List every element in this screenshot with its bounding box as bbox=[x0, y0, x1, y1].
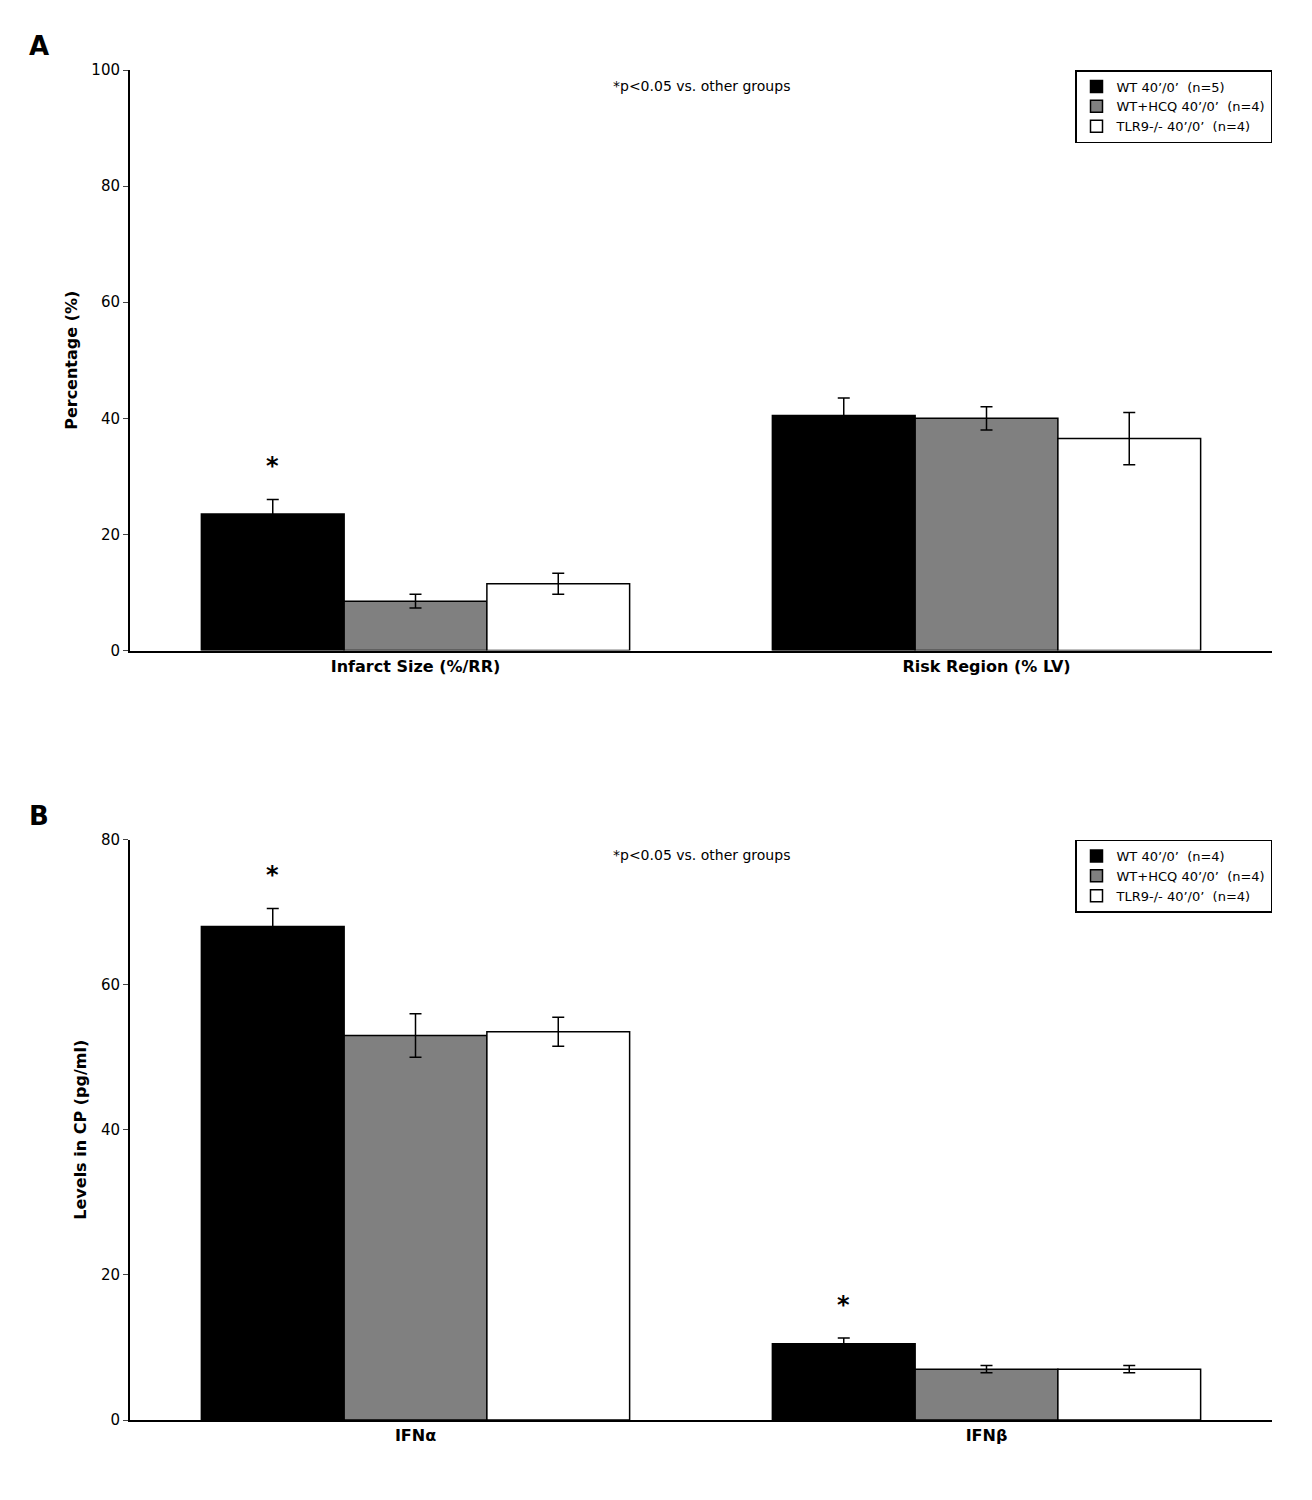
svg-text:100: 100 bbox=[91, 61, 120, 79]
svg-text:40: 40 bbox=[101, 1121, 120, 1139]
svg-text:60: 60 bbox=[101, 293, 120, 311]
svg-text:A: A bbox=[29, 31, 49, 61]
svg-text:Percentage (%): Percentage (%) bbox=[62, 291, 81, 430]
svg-text:80: 80 bbox=[101, 177, 120, 195]
svg-text:0: 0 bbox=[110, 1411, 120, 1429]
svg-text:*: * bbox=[266, 861, 279, 889]
svg-text:B: B bbox=[29, 801, 49, 831]
svg-text:IFNα: IFNα bbox=[395, 1426, 436, 1445]
svg-text:Infarct Size (%/RR): Infarct Size (%/RR) bbox=[331, 657, 501, 676]
svg-text:*: * bbox=[837, 1291, 850, 1319]
svg-text:WT+HCQ 40’/0’ (n=4): WT+HCQ 40’/0’ (n=4) bbox=[1117, 99, 1265, 114]
svg-text:TLR9-/- 40’/0’ (n=4): TLR9-/- 40’/0’ (n=4) bbox=[1116, 119, 1251, 134]
svg-text:IFNβ: IFNβ bbox=[966, 1426, 1008, 1445]
svg-text:WT+HCQ 40’/0’ (n=4): WT+HCQ 40’/0’ (n=4) bbox=[1117, 869, 1265, 884]
svg-text:WT 40’/0’ (n=4): WT 40’/0’ (n=4) bbox=[1117, 849, 1225, 864]
svg-text:*: * bbox=[266, 452, 279, 480]
svg-text:80: 80 bbox=[101, 831, 120, 849]
svg-text:60: 60 bbox=[101, 976, 120, 994]
svg-text:20: 20 bbox=[101, 1266, 120, 1284]
svg-text:Levels in CP (pg/ml): Levels in CP (pg/ml) bbox=[71, 1040, 90, 1220]
svg-text:0: 0 bbox=[110, 642, 120, 660]
svg-text:*p<0.05 vs. other groups: *p<0.05 vs. other groups bbox=[613, 78, 790, 94]
svg-text:WT 40’/0’ (n=5): WT 40’/0’ (n=5) bbox=[1117, 80, 1225, 95]
svg-text:*p<0.05 vs. other groups: *p<0.05 vs. other groups bbox=[613, 847, 790, 863]
svg-text:40: 40 bbox=[101, 410, 120, 428]
svg-text:20: 20 bbox=[101, 526, 120, 544]
svg-text:Risk Region (% LV): Risk Region (% LV) bbox=[902, 657, 1070, 676]
svg-text:TLR9-/- 40’/0’ (n=4): TLR9-/- 40’/0’ (n=4) bbox=[1116, 889, 1251, 904]
